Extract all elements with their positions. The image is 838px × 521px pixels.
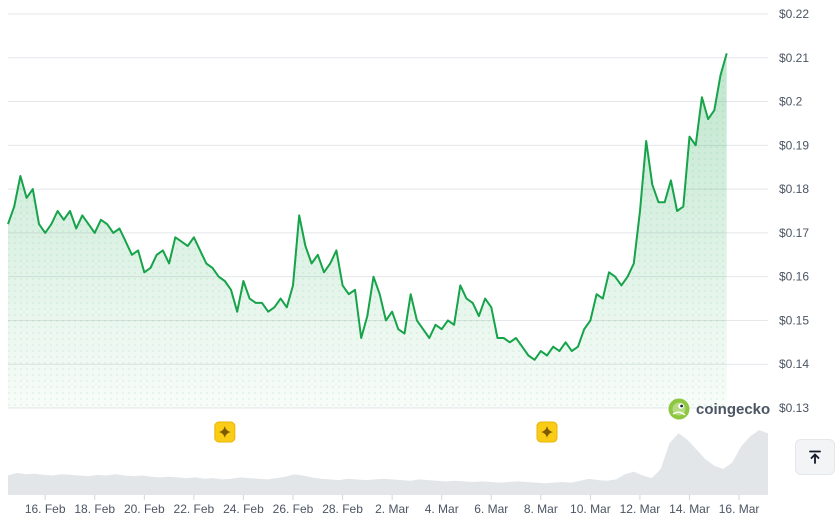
x-tick-label: 4. Mar	[425, 502, 459, 516]
y-tick-label: $0.13	[779, 401, 809, 415]
y-axis: $0.13 $0.14 $0.15 $0.16 $0.17 $0.18 $0.19 $0.2 $…	[779, 7, 809, 415]
price-area	[8, 53, 727, 409]
x-tick-label: 8. Mar	[524, 502, 558, 516]
volume-area	[8, 430, 768, 495]
y-tick-label: $0.18	[779, 182, 809, 196]
x-tick-label: 10. Mar	[570, 502, 611, 516]
volume-area-group	[8, 430, 768, 495]
price-area-dots	[8, 53, 727, 409]
x-tick-label: 14. Mar	[669, 502, 710, 516]
x-tick-label: 12. Mar	[620, 502, 661, 516]
y-tick-label: $0.14	[779, 357, 809, 371]
x-tick-label: 16. Feb	[25, 502, 66, 516]
y-tick-label: $0.22	[779, 7, 809, 21]
x-tick-label: 22. Feb	[174, 502, 215, 516]
price-series-line	[7, 53, 728, 361]
x-tick-label: 20. Feb	[124, 502, 165, 516]
watermark-text: coingecko	[696, 401, 770, 418]
arrow-up-to-line-icon	[809, 450, 821, 464]
x-tick-label: 18. Feb	[74, 502, 115, 516]
y-tick-label: $0.17	[779, 226, 809, 240]
y-tick-label: $0.19	[779, 138, 809, 152]
x-tick-label: 6. Mar	[474, 502, 508, 516]
gecko-logo-icon	[668, 398, 690, 420]
x-tick-label: 2. Mar	[375, 502, 409, 516]
y-tick-label: $0.2	[779, 95, 803, 109]
event-marker[interactable]	[214, 421, 236, 443]
sparkle-icon	[541, 426, 553, 438]
x-tick-label: 24. Feb	[223, 502, 264, 516]
x-tick-label: 26. Feb	[273, 502, 314, 516]
event-markers	[214, 421, 558, 443]
x-tick-label: 28. Feb	[322, 502, 363, 516]
price-line-group	[7, 53, 728, 361]
event-marker[interactable]	[536, 421, 558, 443]
y-tick-label: $0.15	[779, 313, 809, 327]
watermark: coingecko	[668, 398, 770, 420]
scroll-to-top-button[interactable]	[795, 439, 835, 475]
y-tick-label: $0.21	[779, 51, 809, 65]
x-tick-label: 16. Mar	[719, 502, 760, 516]
sparkle-icon	[218, 426, 231, 438]
x-axis: 16. Feb 18. Feb 20. Feb 22. Feb 24. Feb 26. F…	[25, 495, 760, 516]
y-tick-label: $0.16	[779, 270, 809, 284]
